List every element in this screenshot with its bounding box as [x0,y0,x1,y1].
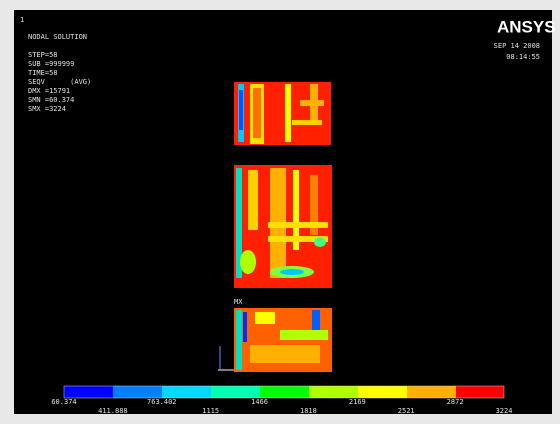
legend-label: 60.374 [51,398,76,406]
legend-label: 763.402 [147,398,177,406]
window-number: 1 [20,16,24,24]
max-marker: MX [234,298,243,306]
legend-labels: 60.374 411.888 763.402 1115 1466 1818 2169 2521… [51,398,512,415]
header-line: TIME=58 [28,69,58,77]
header-line: STEP=58 [28,51,58,59]
time: 08:14:55 [506,53,540,61]
header-line: SEQV (AVG) [28,78,91,86]
contour-plot [234,82,332,372]
header-line: SUB =999999 [28,60,74,68]
header-line: SMX =3224 [28,105,66,113]
header-line: DMX =15791 [28,87,70,95]
legend-label: 2169 [349,398,366,406]
legend-label: 3224 [496,407,513,415]
title: NODAL SOLUTION [28,33,87,41]
legend-label: 1466 [251,398,268,406]
header-line: SMN =60.374 [28,96,74,104]
color-bar [63,385,505,399]
legend-label: 2872 [447,398,464,406]
legend-label: 411.888 [98,407,128,415]
date: SEP 14 2008 [494,42,540,50]
legend-label: 2521 [398,407,415,415]
logo: ANSYS [497,17,556,36]
legend-label: 1818 [300,407,317,415]
legend-label: 1115 [202,407,219,415]
